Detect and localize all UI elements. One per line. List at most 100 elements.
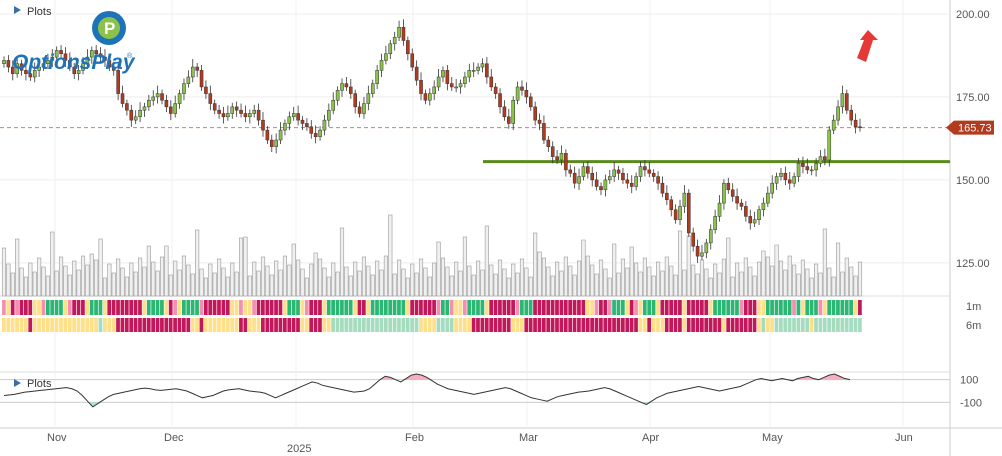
- trend-cell-1m: [296, 300, 300, 315]
- trend-cell-6m: [858, 318, 862, 332]
- trend-cell-6m: [195, 318, 199, 332]
- trend-cell-1m: [353, 300, 357, 315]
- play-triangle-icon: [14, 379, 21, 387]
- trend-cell-6m: [713, 318, 717, 332]
- candle-body: [169, 106, 173, 114]
- candle-body: [195, 66, 199, 71]
- trend-cell-1m: [858, 300, 862, 315]
- trend-cell-1m: [15, 300, 19, 315]
- trend-cell-6m: [660, 318, 665, 332]
- trend-cell-1m: [704, 300, 709, 315]
- trend-cell-6m: [445, 318, 450, 332]
- volume-bar: [274, 260, 279, 297]
- trend-cell-6m: [45, 318, 50, 332]
- candle-body: [103, 56, 107, 61]
- volume-bar: [814, 263, 819, 297]
- trend-cell-1m: [752, 300, 757, 315]
- candle-body: [59, 50, 63, 55]
- volume-bar: [533, 232, 538, 297]
- x-tick-label: May: [762, 432, 783, 444]
- trend-cell-1m: [849, 300, 853, 315]
- trend-cell-1m: [164, 300, 169, 315]
- trend-cell-6m: [467, 318, 472, 332]
- candle-body: [24, 70, 28, 74]
- volume-bar: [502, 268, 507, 297]
- plots-toggle-top[interactable]: Plots: [14, 6, 52, 18]
- volume-bar: [410, 263, 415, 297]
- candle-body: [261, 119, 265, 131]
- candle-body: [599, 186, 603, 191]
- trend-cell-1m: [379, 300, 384, 315]
- candle-body: [783, 172, 788, 181]
- trend-cell-1m: [423, 300, 428, 315]
- trend-cell-1m: [436, 300, 441, 315]
- trend-cell-1m: [739, 300, 744, 315]
- candle-body: [858, 126, 862, 129]
- trend-cell-1m: [844, 300, 849, 315]
- trend-cell-1m: [699, 300, 704, 315]
- volume-bar: [691, 264, 696, 297]
- trend-cell-6m: [730, 318, 735, 332]
- volume-bar: [629, 246, 634, 297]
- trend-cell-6m: [331, 318, 335, 332]
- plots-toggle-bottom[interactable]: Plots: [14, 378, 52, 390]
- candle-body: [230, 106, 235, 114]
- trend-cell-1m: [282, 300, 287, 315]
- candle-body: [309, 126, 314, 134]
- candle-body: [10, 66, 15, 74]
- volume-bar: [45, 275, 50, 297]
- trend-cell-6m: [182, 318, 186, 332]
- volume-bar: [704, 268, 709, 297]
- trend-cell-1m: [743, 300, 748, 315]
- volume-bar: [361, 256, 367, 297]
- trend-cell-1m: [10, 300, 15, 315]
- candle-body: [375, 70, 379, 84]
- volume-bar: [225, 276, 230, 297]
- trend-cell-1m: [506, 300, 511, 315]
- trend-cell-1m: [146, 300, 151, 315]
- trend-cell-1m: [138, 300, 142, 315]
- trend-cell-1m: [484, 300, 489, 315]
- trend-cell-6m: [520, 318, 524, 332]
- trend-cell-1m: [471, 300, 476, 315]
- candle-body: [691, 232, 695, 247]
- trend-cell-1m: [405, 300, 410, 315]
- candle-body: [151, 96, 156, 101]
- volume-bar: [717, 272, 722, 297]
- trend-cell-1m: [528, 300, 533, 315]
- volume-bar: [353, 261, 358, 297]
- trend-cell-1m: [581, 300, 586, 315]
- volume-bar: [436, 241, 441, 297]
- volume-bar: [577, 260, 582, 297]
- trend-cell-6m: [743, 318, 748, 332]
- volume-bar: [28, 262, 33, 297]
- trend-cell-1m: [124, 300, 129, 315]
- candle-body: [612, 169, 616, 177]
- candle-body: [498, 93, 502, 108]
- candle-body: [669, 199, 674, 210]
- candle-body: [274, 139, 278, 147]
- trend-cell-1m: [85, 300, 90, 315]
- trend-cell-6m: [72, 318, 76, 332]
- trend-cell-1m: [401, 300, 406, 315]
- trend-cell-1m: [599, 300, 603, 315]
- trend-cell-1m: [72, 300, 76, 315]
- trend-cell-1m: [142, 300, 147, 315]
- trend-cell-6m: [383, 318, 388, 332]
- candle-body: [384, 53, 388, 61]
- volume-bar: [730, 276, 735, 297]
- candle-body: [638, 166, 643, 177]
- candle-body: [695, 245, 700, 257]
- trend-cell-6m: [353, 318, 357, 332]
- candle-body: [186, 76, 191, 84]
- candle-body: [845, 93, 849, 111]
- trend-cell-1m: [590, 300, 594, 315]
- trend-cell-6m: [6, 318, 11, 332]
- candle-body: [68, 60, 72, 68]
- candle-body: [160, 93, 164, 101]
- volume-bar: [401, 268, 406, 297]
- trend-cell-1m: [67, 300, 72, 315]
- volume-bar: [638, 271, 643, 297]
- candle-body: [208, 93, 213, 104]
- trend-cell-6m: [370, 318, 375, 332]
